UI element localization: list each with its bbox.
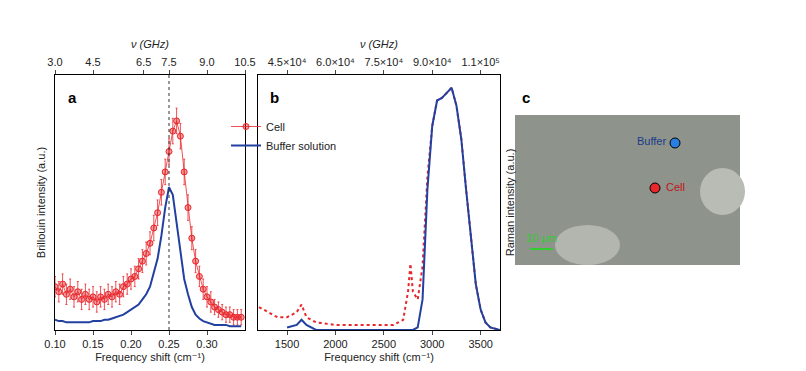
svg-text:b: b (270, 89, 279, 106)
svg-text:Buffer solution: Buffer solution (266, 140, 336, 152)
svg-text:4.5×10⁴: 4.5×10⁴ (268, 56, 307, 68)
svg-text:6.0×10⁴: 6.0×10⁴ (316, 56, 355, 68)
svg-text:10 µm: 10 µm (526, 232, 557, 244)
svg-text:ν (GHz): ν (GHz) (360, 38, 398, 50)
svg-text:0.25: 0.25 (158, 338, 179, 350)
svg-text:1.1×10⁵: 1.1×10⁵ (461, 56, 500, 68)
svg-text:9.0: 9.0 (199, 56, 214, 68)
svg-text:1500: 1500 (275, 338, 299, 350)
svg-text:ν (GHz): ν (GHz) (131, 38, 169, 50)
svg-text:Buffer: Buffer (637, 135, 666, 147)
svg-text:Cell: Cell (666, 181, 685, 193)
svg-text:0.20: 0.20 (120, 338, 141, 350)
svg-text:3.0: 3.0 (47, 56, 62, 68)
svg-text:3000: 3000 (420, 338, 444, 350)
svg-text:Brillouin intensity (a.u.): Brillouin intensity (a.u.) (35, 147, 47, 258)
svg-text:c: c (522, 89, 530, 106)
svg-text:a: a (68, 89, 77, 106)
svg-text:9.0×10⁴: 9.0×10⁴ (413, 56, 452, 68)
svg-text:0.10: 0.10 (44, 338, 65, 350)
svg-text:Raman intensity (a.u.): Raman intensity (a.u.) (504, 149, 516, 257)
svg-text:0.30: 0.30 (196, 338, 217, 350)
svg-text:2500: 2500 (372, 338, 396, 350)
svg-text:Cell: Cell (266, 121, 285, 133)
svg-text:Frequency shift (cm⁻¹): Frequency shift (cm⁻¹) (95, 351, 205, 363)
svg-text:7.5×10⁴: 7.5×10⁴ (364, 56, 403, 68)
svg-text:6.5: 6.5 (136, 56, 151, 68)
svg-text:2000: 2000 (323, 338, 347, 350)
svg-text:7.5: 7.5 (161, 56, 176, 68)
svg-text:Frequency shift (cm⁻¹): Frequency shift (cm⁻¹) (324, 351, 434, 363)
svg-text:4.5: 4.5 (85, 56, 100, 68)
svg-text:10.5: 10.5 (234, 56, 255, 68)
svg-text:3500: 3500 (468, 338, 492, 350)
svg-text:0.15: 0.15 (82, 338, 103, 350)
